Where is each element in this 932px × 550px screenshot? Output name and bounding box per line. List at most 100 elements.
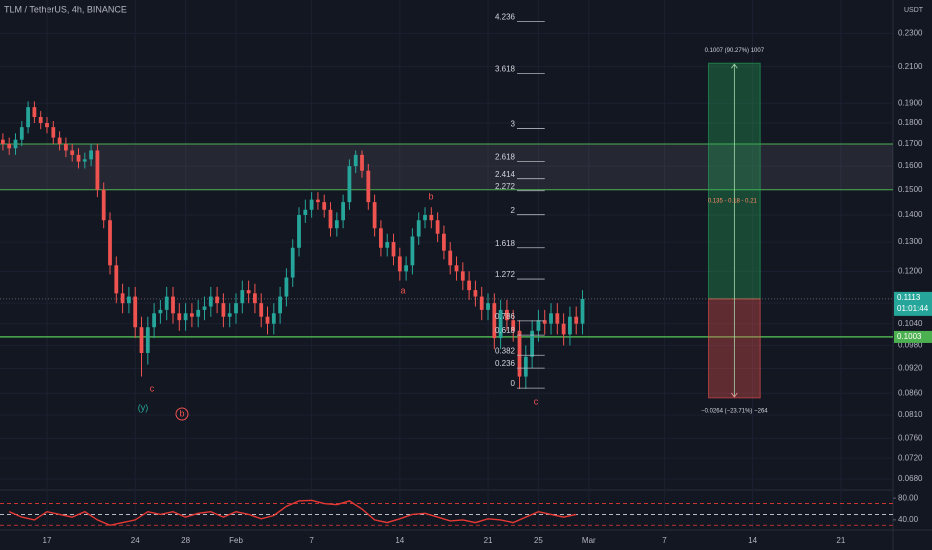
candle-body — [454, 265, 459, 272]
candle-body — [353, 154, 358, 167]
candle-body — [51, 127, 56, 138]
candle-body — [397, 256, 402, 272]
candle-body — [171, 296, 175, 314]
x-tick-label: 7 — [309, 536, 314, 545]
y-tick-label: 0.1400 — [898, 210, 923, 219]
candle-body — [574, 316, 579, 324]
candle-body — [297, 214, 301, 248]
indicator-tick-label: 80.00 — [898, 493, 919, 502]
candle-body — [259, 303, 264, 317]
x-tick-label: 17 — [43, 536, 52, 545]
wave-label: c — [534, 396, 539, 406]
fib-label: 2.618 — [495, 153, 516, 162]
arrow-head — [731, 392, 738, 398]
y-tick-label: 0.0980 — [898, 341, 923, 350]
candle-body — [366, 170, 371, 203]
candle-body — [391, 242, 396, 257]
candle-body — [234, 303, 238, 314]
y-tick-label: 0.0810 — [898, 410, 923, 419]
x-tick-label: 14 — [395, 536, 404, 545]
x-tick-label: 21 — [836, 536, 845, 545]
fib-label: 3 — [511, 120, 516, 129]
fib-label: 0 — [511, 379, 516, 388]
x-tick-label: 25 — [534, 536, 543, 545]
candle-body — [133, 296, 138, 328]
y-tick-label: 0.2300 — [898, 29, 923, 38]
candle-body — [120, 293, 125, 304]
candle-body — [442, 233, 446, 251]
candle-body — [89, 150, 93, 160]
candle-body — [1, 139, 5, 144]
y-tick-label: 0.1600 — [898, 161, 923, 170]
candle-body — [284, 277, 289, 297]
candle-body — [347, 166, 352, 203]
candle-body — [416, 220, 421, 237]
x-tick-label: Feb — [229, 536, 243, 545]
candle-body — [467, 280, 472, 291]
candle-body — [82, 159, 87, 162]
candle-body — [221, 303, 226, 317]
candle-body — [7, 143, 12, 149]
candle-body — [227, 313, 232, 317]
fib-label: 0.382 — [495, 346, 516, 355]
candle-body — [536, 320, 541, 331]
candle-body — [435, 220, 440, 234]
wave-label: c — [150, 383, 155, 393]
x-tick-label: 7 — [662, 536, 667, 545]
candle-body — [19, 127, 24, 140]
candle-body — [190, 313, 194, 317]
candle-body — [379, 228, 383, 248]
fib-label: 1.618 — [495, 239, 516, 248]
candle-body — [303, 209, 308, 215]
position-note: 0.135 - 0.18 - 0.21 — [708, 199, 758, 205]
fib-label: 0.786 — [495, 312, 516, 321]
y-tick-label: 0.1900 — [898, 98, 923, 107]
arrow-head — [731, 63, 738, 69]
x-tick-label: 14 — [748, 536, 757, 545]
candle-body — [404, 265, 409, 272]
fib-label: 2 — [511, 206, 516, 215]
candle-body — [309, 199, 314, 210]
candle-body — [177, 313, 182, 321]
candle-body — [101, 189, 106, 221]
candle-body — [253, 293, 257, 304]
candle-body — [523, 356, 528, 377]
wave-label: b — [428, 191, 433, 201]
y-tick-label: 0.2100 — [898, 62, 923, 71]
candle-body — [580, 298, 585, 324]
fib-label: 4.236 — [495, 12, 516, 21]
candle-body — [265, 316, 270, 324]
candle-body — [423, 214, 427, 221]
y-tick-label: 0.0920 — [898, 364, 923, 373]
candle-body — [511, 320, 516, 331]
candle-body — [322, 202, 327, 210]
y-tick-label: 0.1300 — [898, 237, 923, 246]
currency-label: USDT — [904, 7, 924, 14]
y-tick-label: 0.0760 — [898, 434, 923, 443]
candle-body — [127, 296, 131, 304]
candle-body — [555, 313, 560, 324]
candle-body — [549, 313, 553, 324]
candle-body — [460, 271, 465, 281]
resistance-zone — [0, 143, 893, 190]
candle-body — [328, 209, 333, 229]
y-tick-label: 0.1700 — [898, 139, 923, 148]
candle-body — [139, 327, 144, 353]
countdown-label: 01:01:44 — [897, 304, 929, 313]
fib-label: 1.272 — [495, 270, 516, 279]
chart-title: TLM / TetherUS, 4h, BINANCE — [4, 4, 127, 14]
last-price-label: 0.1113 — [897, 293, 921, 302]
y-tick-label: 0.1200 — [898, 266, 923, 275]
candle-body — [517, 330, 522, 377]
last-price-badge — [894, 291, 932, 316]
x-tick-label: Mar — [582, 536, 596, 545]
x-tick-label: 21 — [484, 536, 493, 545]
candle-body — [473, 290, 478, 297]
y-tick-label: 0.0860 — [898, 388, 923, 397]
fib-label: 2.414 — [495, 170, 516, 179]
candle-body — [202, 306, 207, 310]
candle-body — [38, 117, 43, 124]
wave-label: (y) — [138, 402, 149, 412]
candle-body — [505, 309, 509, 321]
